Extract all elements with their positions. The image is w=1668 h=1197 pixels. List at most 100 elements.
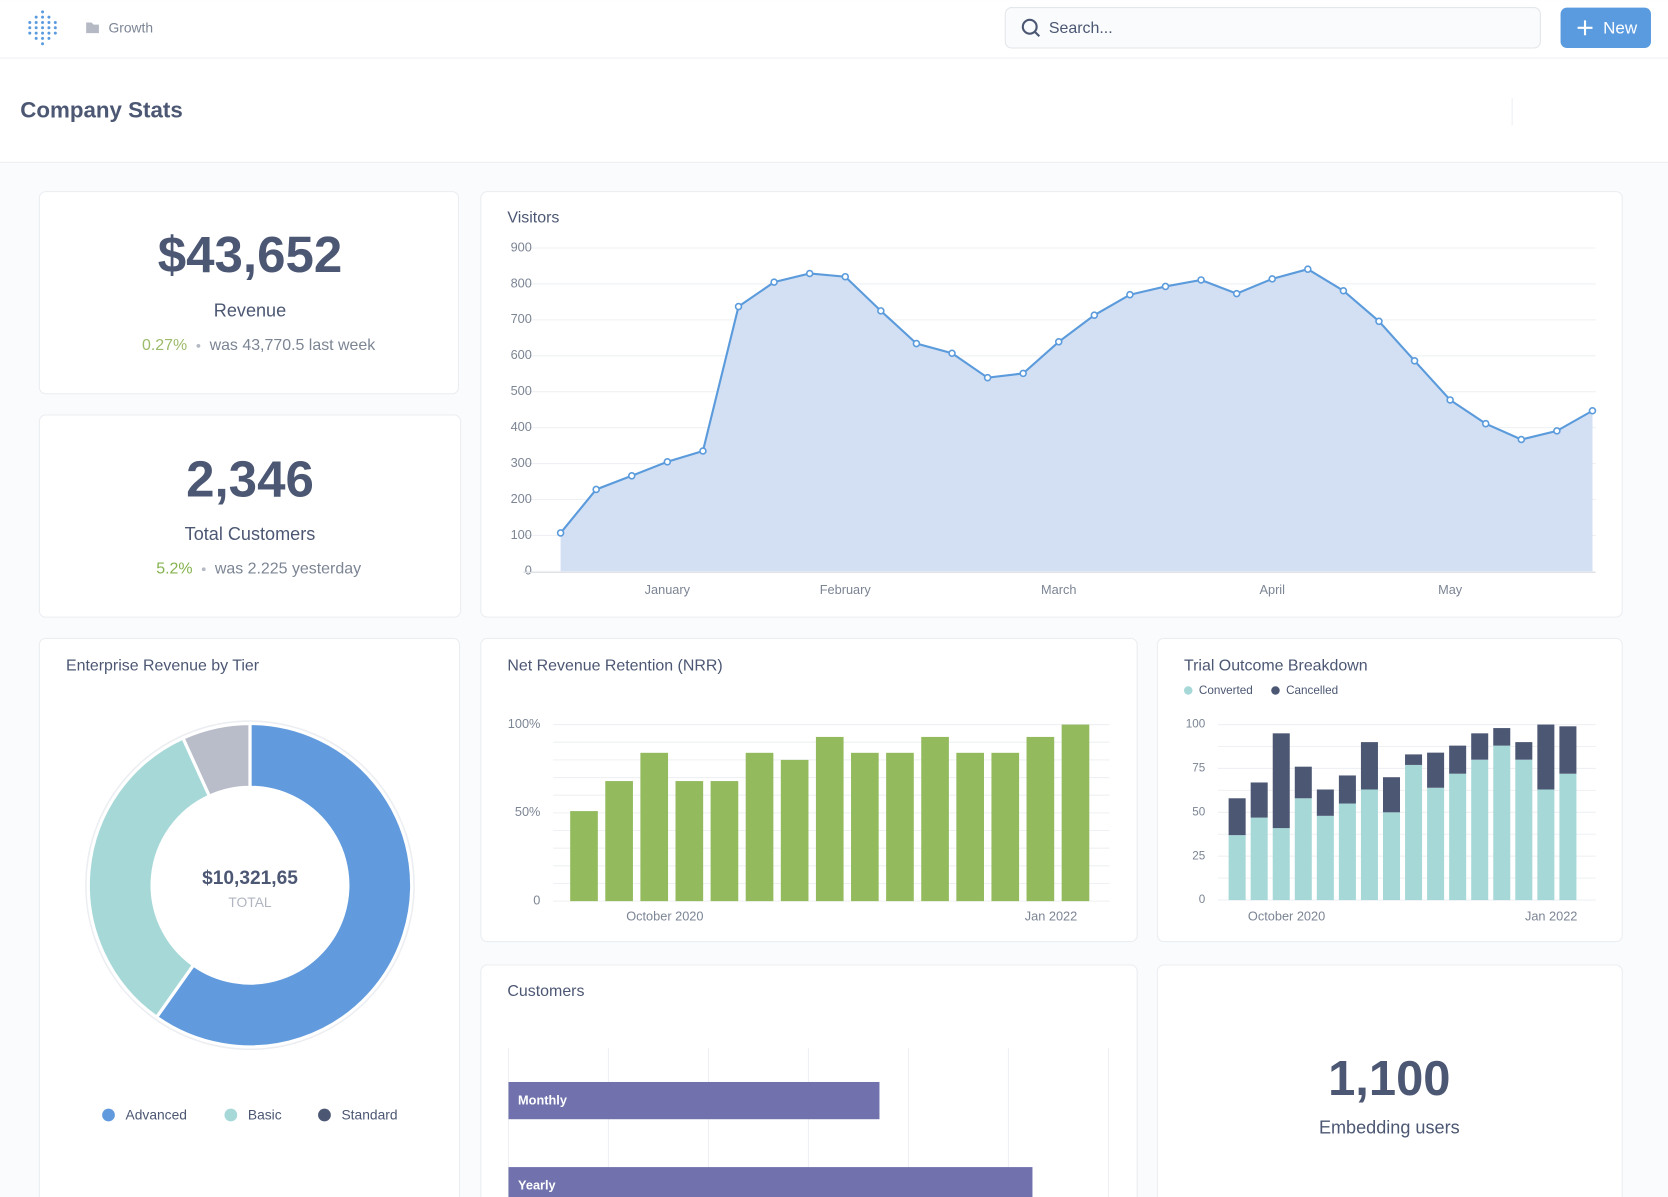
point — [627, 472, 636, 480]
title-bar — [0, 58, 1668, 162]
legend-swatch — [1183, 686, 1193, 695]
bar — [886, 752, 914, 902]
x-tick-label: April — [1259, 582, 1285, 597]
bar-segment — [1405, 754, 1423, 765]
logo[interactable] — [28, 10, 57, 46]
line — [559, 268, 1593, 534]
bar-segment — [1405, 764, 1423, 901]
point — [1019, 369, 1027, 378]
donut-slice — [154, 721, 414, 1049]
customers-total-card[interactable] — [38, 414, 462, 618]
bar-segment — [1493, 728, 1511, 746]
separator — [201, 567, 206, 572]
search-placeholder: Search... — [1049, 20, 1113, 37]
y-tick-label: 800 — [511, 275, 532, 290]
scalar-label: Total Customers — [185, 524, 316, 544]
bar-segment — [1537, 789, 1555, 901]
point — [1054, 337, 1063, 346]
new-button[interactable] — [1560, 7, 1651, 48]
y-tick-label: 100 — [511, 527, 532, 542]
chart-title: Net Revenue Retention (NRR) — [507, 657, 722, 674]
y-tick-label: 0 — [525, 563, 532, 578]
point — [699, 447, 707, 455]
donut-slice — [180, 721, 252, 799]
new-button-label[interactable]: New — [1603, 18, 1638, 37]
bar-segment — [1537, 724, 1555, 790]
point — [948, 349, 956, 358]
legend-swatch — [224, 1108, 238, 1122]
point — [877, 307, 885, 315]
point — [1553, 427, 1561, 435]
bar — [675, 781, 704, 902]
legend-swatch — [318, 1108, 331, 1122]
bar — [605, 781, 633, 902]
bar — [815, 736, 844, 902]
bar-segment — [1338, 775, 1356, 804]
separator — [196, 343, 201, 348]
bar-segment — [1449, 773, 1467, 901]
revenue-card[interactable] — [38, 191, 460, 395]
legend-label: Advanced — [126, 1107, 187, 1123]
breadcrumb[interactable]: Growth — [109, 20, 154, 36]
bar — [991, 752, 1020, 902]
point — [1304, 265, 1312, 273]
y-tick-label: 900 — [511, 239, 532, 254]
y-tick-label: 50 — [1192, 805, 1206, 818]
scalar-label: Revenue — [214, 301, 286, 321]
y-tick-label: 0 — [1199, 893, 1206, 906]
x-tick-label: January — [645, 582, 691, 597]
bar — [710, 781, 739, 902]
point — [1197, 276, 1205, 284]
donut-outline — [85, 720, 415, 1051]
bar-segment — [1294, 798, 1312, 901]
bar-segment — [1294, 766, 1312, 799]
bar-segment — [1471, 759, 1489, 901]
y-tick-label: 600 — [511, 347, 532, 362]
point — [841, 272, 850, 281]
scalar-change: 5.2% — [156, 560, 192, 577]
y-tick-label: 100% — [508, 716, 541, 731]
y-tick-label: 0 — [533, 893, 540, 908]
point — [592, 485, 600, 494]
point — [983, 373, 992, 382]
point — [1481, 419, 1490, 428]
embedding-card[interactable] — [1156, 964, 1623, 1197]
point — [734, 302, 743, 311]
bar-segment — [1427, 752, 1445, 788]
point — [1446, 396, 1454, 404]
x-tick-label: October 2020 — [626, 908, 703, 923]
y-tick-label: 700 — [511, 311, 532, 326]
bar — [851, 752, 879, 902]
legend-swatch — [1271, 686, 1280, 695]
y-tick-label: 50% — [515, 804, 541, 819]
legend-label: Standard — [341, 1107, 397, 1123]
scalar-value: $43,652 — [158, 226, 343, 283]
legend-label: Converted — [1199, 684, 1253, 697]
chart-title: Trial Outcome Breakdown — [1184, 657, 1368, 674]
bar-segment — [1250, 782, 1268, 818]
point — [1090, 311, 1099, 319]
bar — [921, 736, 949, 902]
bar — [570, 811, 598, 902]
bar-segment — [1382, 777, 1401, 813]
search-box[interactable] — [1004, 7, 1541, 49]
point — [1375, 317, 1383, 326]
scalar-label: Embedding users — [1319, 1118, 1460, 1138]
bar-segment — [1228, 798, 1246, 836]
bar-label: Monthly — [518, 1093, 568, 1108]
y-tick-label: 200 — [511, 491, 532, 506]
bar — [508, 1081, 880, 1120]
x-tick-label: Jan 2022 — [1025, 908, 1077, 923]
point — [1588, 406, 1597, 415]
x-tick-label: October 2020 — [1248, 908, 1325, 923]
point — [1410, 357, 1419, 365]
search-icon — [1021, 18, 1038, 35]
bar — [508, 1167, 1033, 1197]
bar — [640, 752, 669, 902]
bar-segment — [1515, 759, 1533, 901]
point — [1339, 286, 1348, 295]
bar — [1061, 724, 1090, 902]
bar-segment — [1559, 773, 1577, 901]
point — [912, 339, 921, 348]
